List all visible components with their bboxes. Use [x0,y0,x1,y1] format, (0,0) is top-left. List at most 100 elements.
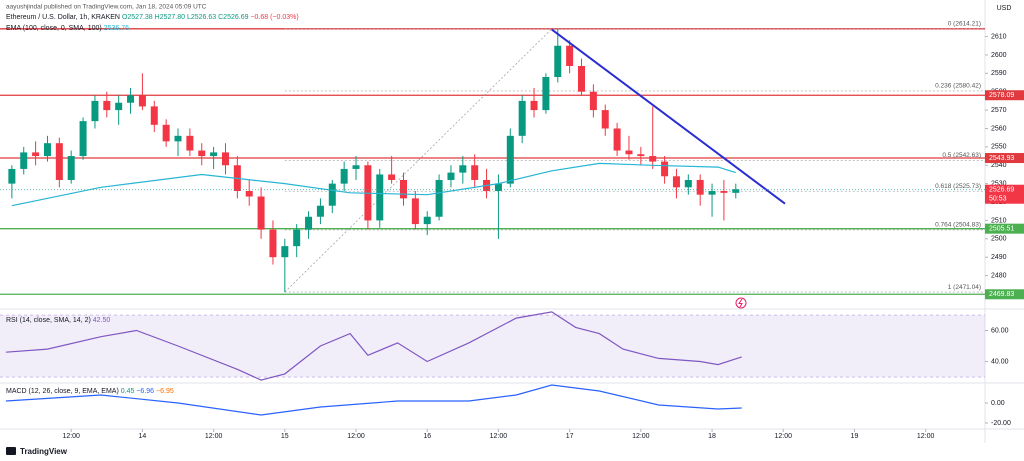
candle-body [91,100,99,122]
series-line [5,311,742,381]
candle-body [269,229,277,258]
symbol-title: Ethereum / U.S. Dollar, 1h, KRAKEN [6,14,120,21]
plot-layer: 2480249025002510252025302540255025602570… [0,21,1024,440]
x-tick-label: 12:00 [632,433,650,440]
y-tick-label: 2560 [991,125,1007,132]
ohlc-value: H2527.80 [155,14,185,21]
ohlc-value: L2526.63 [187,14,216,21]
macd-legend: MACD (12, 26, close, 9, EMA, EMA) 0.45 −… [6,388,174,395]
candle-body [8,168,16,184]
y-tick-label: 2570 [991,107,1007,114]
candle-body [661,161,669,177]
candle-body [67,156,75,180]
candle-body [518,100,526,136]
candle-body [115,102,123,111]
candle-body [566,45,574,66]
candle-body [459,165,467,173]
x-tick-label: 15 [281,433,289,440]
ema-value: 2536.76 [104,25,129,32]
candle-body [340,168,348,184]
logo-mark [6,447,16,455]
ohlc-value: O2527.38 [122,14,153,21]
candle-body [649,156,657,162]
x-tick-label: 18 [708,433,716,440]
level-tag-label: 2578.09 [989,92,1014,99]
candle-body [127,95,135,103]
candle-body [305,216,313,230]
candle-body [399,179,407,199]
ema-legend: EMA (100, close, 0, SMA, 100) 2536.76 [6,25,129,32]
fib-label: 0.236 (2580.42) [935,83,981,90]
candle-body [672,176,680,188]
ohlc-change: −0.68 (−0.03%) [250,14,298,21]
currency-label: USD [997,5,1012,12]
series-line [11,162,736,207]
y-tick-label: 2610 [991,33,1007,40]
y-tick-label: 60.00 [991,327,1009,334]
candle-body [542,77,550,111]
ema-name: EMA (100, close, 0, SMA, 100) [6,25,102,32]
candle-body [684,179,692,188]
candle-body [103,100,111,111]
candle-body [625,150,633,155]
candle-body [186,135,194,151]
y-tick-label: 2490 [991,254,1007,261]
rsi-band [0,315,985,378]
level-tag-label: 2505.51 [989,226,1014,233]
y-tick-label: 2530 [991,180,1007,187]
candle-body [637,154,645,157]
level-tag-label: 2543.93 [989,155,1014,162]
candle-body [20,152,28,169]
x-tick-label: 12:00 [347,433,365,440]
x-tick-label: 16 [423,433,431,440]
fib-label: 0 (2614.21) [948,21,981,28]
ohlc-value: C2526.69 [218,14,248,21]
fib-label: 0.618 (2525.73) [935,183,981,190]
series-line [5,384,742,416]
level-tag [985,90,1024,101]
candle-body [198,150,206,157]
candle-body [376,174,384,221]
y-tick-label: 2590 [991,70,1007,77]
candle-body [281,246,289,258]
macd-name: MACD (12, 26, close, 9, EMA, EMA) [6,388,119,395]
rsi-value: 42.50 [93,317,111,324]
candle-body [257,196,265,230]
candle-body [352,165,360,169]
x-tick-label: 14 [139,433,147,440]
candle-body [79,121,87,157]
x-tick-label: 12:00 [774,433,792,440]
candle-body [423,216,431,225]
x-tick-label: 19 [851,433,859,440]
candle-body [578,65,586,92]
candle-body [601,110,609,129]
candle-body [388,174,396,180]
candle-body [138,95,146,107]
event-bolt [738,298,743,308]
symbol-legend: Ethereum / U.S. Dollar, 1h, KRAKEN O2527… [6,14,299,21]
candle-body [732,189,740,193]
candle-body [245,191,253,197]
fib-label: 0.764 (2504.83) [935,222,981,229]
y-tick-label: 2480 [991,272,1007,279]
macd-value: 0.45 [121,388,135,395]
candle-body [316,205,324,217]
y-tick-label: -20.00 [991,420,1011,427]
fib-label: 1 (2471.04) [948,284,981,291]
rsi-legend: RSI (14, close, SMA, 14, 2) 42.50 [6,317,110,324]
fib-label: 0.5 (2542.63) [942,152,981,159]
candle-body [162,124,170,142]
candle-body [494,183,502,191]
fib-diagonal [284,28,553,293]
candle-body [720,191,728,193]
level-tag [985,223,1024,234]
x-tick-label: 17 [566,433,574,440]
rsi-name: RSI (14, close, SMA, 14, 2) [6,317,91,324]
level-tag [985,153,1024,164]
macd-value: −6.96 [136,388,154,395]
candle-body [471,165,479,180]
y-tick-label: 2500 [991,236,1007,243]
candle-body [210,152,218,157]
event-icon[interactable] [735,297,747,309]
